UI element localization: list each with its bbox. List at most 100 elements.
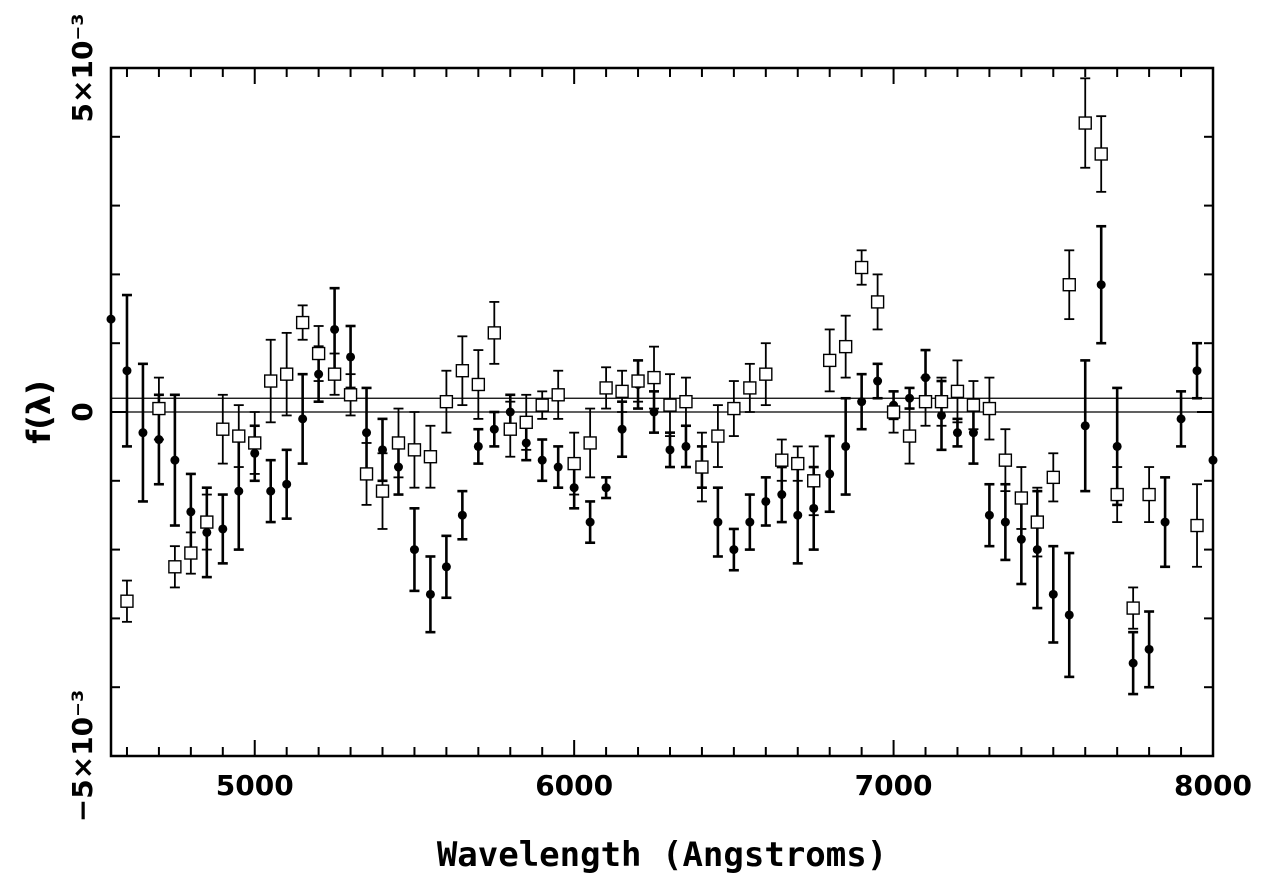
data-point-filled [186, 507, 196, 517]
data-point-filled [841, 441, 851, 451]
data-point-filled [298, 414, 308, 424]
data-point-open [423, 450, 438, 464]
data-point-open [886, 405, 901, 419]
data-point-open [551, 388, 565, 402]
y-axis-label: f(λ) [20, 380, 58, 443]
data-point-open [1078, 116, 1092, 130]
data-point-filled [601, 483, 611, 493]
data-point-open [791, 456, 805, 471]
data-point-open [439, 394, 454, 409]
data-point-open [184, 546, 198, 560]
data-markers [106, 116, 1218, 668]
data-point-open [1046, 470, 1060, 485]
data-point-filled [1080, 421, 1090, 431]
data-point-filled [314, 369, 324, 379]
data-point-open [343, 388, 358, 402]
y-tick-label: −5×10⁻³ [66, 690, 99, 822]
data-point-open [854, 260, 869, 275]
reference-lines [111, 397, 1213, 413]
axis-ticks [111, 67, 1214, 757]
data-point-filled [968, 428, 978, 438]
y-tick-label: 0 [66, 402, 99, 421]
data-point-filled [330, 324, 340, 334]
data-point-filled [1000, 517, 1010, 527]
x-tick-label: 5000 [216, 769, 294, 802]
data-point-open [870, 295, 885, 309]
tick-labels: 5000 6000 7000 8000 5×10⁻³ 0 −5×10⁻³ [66, 14, 1252, 823]
data-point-filled [1144, 644, 1154, 654]
data-point-filled [809, 503, 819, 513]
data-point-open [583, 436, 597, 450]
data-point-open [934, 394, 949, 409]
data-point-filled [569, 483, 579, 493]
data-point-open [838, 339, 853, 354]
data-point-open [1094, 147, 1108, 161]
data-point-filled [537, 455, 547, 465]
data-point-filled [234, 486, 244, 496]
data-point-filled [378, 445, 388, 455]
data-point-filled [425, 589, 435, 599]
data-point-open [1190, 518, 1204, 533]
x-tick-label: 7000 [855, 769, 933, 802]
data-point-open [807, 474, 821, 488]
data-point-open [295, 315, 310, 330]
data-point-open [1030, 515, 1045, 529]
data-point-open [599, 381, 613, 395]
data-point-filled [282, 479, 292, 489]
data-point-filled [138, 428, 148, 438]
data-point-filled [777, 490, 787, 500]
data-point-filled [473, 441, 483, 451]
data-point-filled [154, 435, 164, 445]
data-point-filled [266, 486, 276, 496]
data-point-filled [873, 376, 883, 386]
data-point-open [743, 381, 757, 395]
data-point-open [615, 384, 629, 399]
data-point-open [216, 422, 230, 436]
data-point-open [998, 453, 1013, 467]
data-point-filled [1112, 441, 1122, 451]
data-point-open [663, 398, 677, 412]
data-point-filled [1128, 658, 1138, 668]
data-point-open [168, 560, 182, 574]
data-point-open [359, 467, 374, 481]
data-point-filled [665, 445, 675, 455]
data-point-filled [936, 410, 946, 420]
data-point-open [695, 460, 709, 474]
data-point-filled [649, 407, 659, 417]
data-point-open [375, 484, 390, 498]
data-point-open [455, 364, 470, 378]
data-point-filled [984, 510, 994, 520]
data-point-filled [106, 314, 116, 324]
data-point-filled [761, 496, 771, 506]
data-point-open [391, 436, 406, 450]
data-point-open [152, 401, 166, 416]
data-point-open [822, 353, 837, 368]
data-point-open [327, 367, 342, 381]
data-point-filled [457, 510, 467, 520]
data-point-open [503, 422, 517, 436]
data-point-filled [1096, 280, 1106, 290]
data-point-filled [729, 545, 739, 555]
data-point-filled [218, 524, 228, 534]
data-point-open [679, 394, 693, 409]
data-point-filled [489, 424, 499, 434]
data-point-open [232, 429, 246, 443]
data-point-filled [952, 428, 962, 438]
data-point-filled [250, 448, 260, 458]
data-point-open [279, 367, 294, 381]
data-point-filled [1048, 589, 1058, 599]
data-point-filled [1192, 366, 1202, 376]
data-point-open [982, 401, 997, 416]
data-point-filled [857, 397, 867, 407]
data-point-filled [170, 455, 180, 465]
data-point-open [950, 384, 965, 399]
data-point-filled [1160, 517, 1170, 527]
data-point-open [759, 367, 773, 381]
data-point-filled [1032, 545, 1042, 555]
data-point-open [902, 429, 917, 443]
data-point-open [775, 453, 789, 467]
x-axis-label: Wavelength (Angstroms) [437, 835, 887, 875]
x-tick-label: 6000 [535, 769, 613, 802]
data-point-filled [585, 517, 595, 527]
